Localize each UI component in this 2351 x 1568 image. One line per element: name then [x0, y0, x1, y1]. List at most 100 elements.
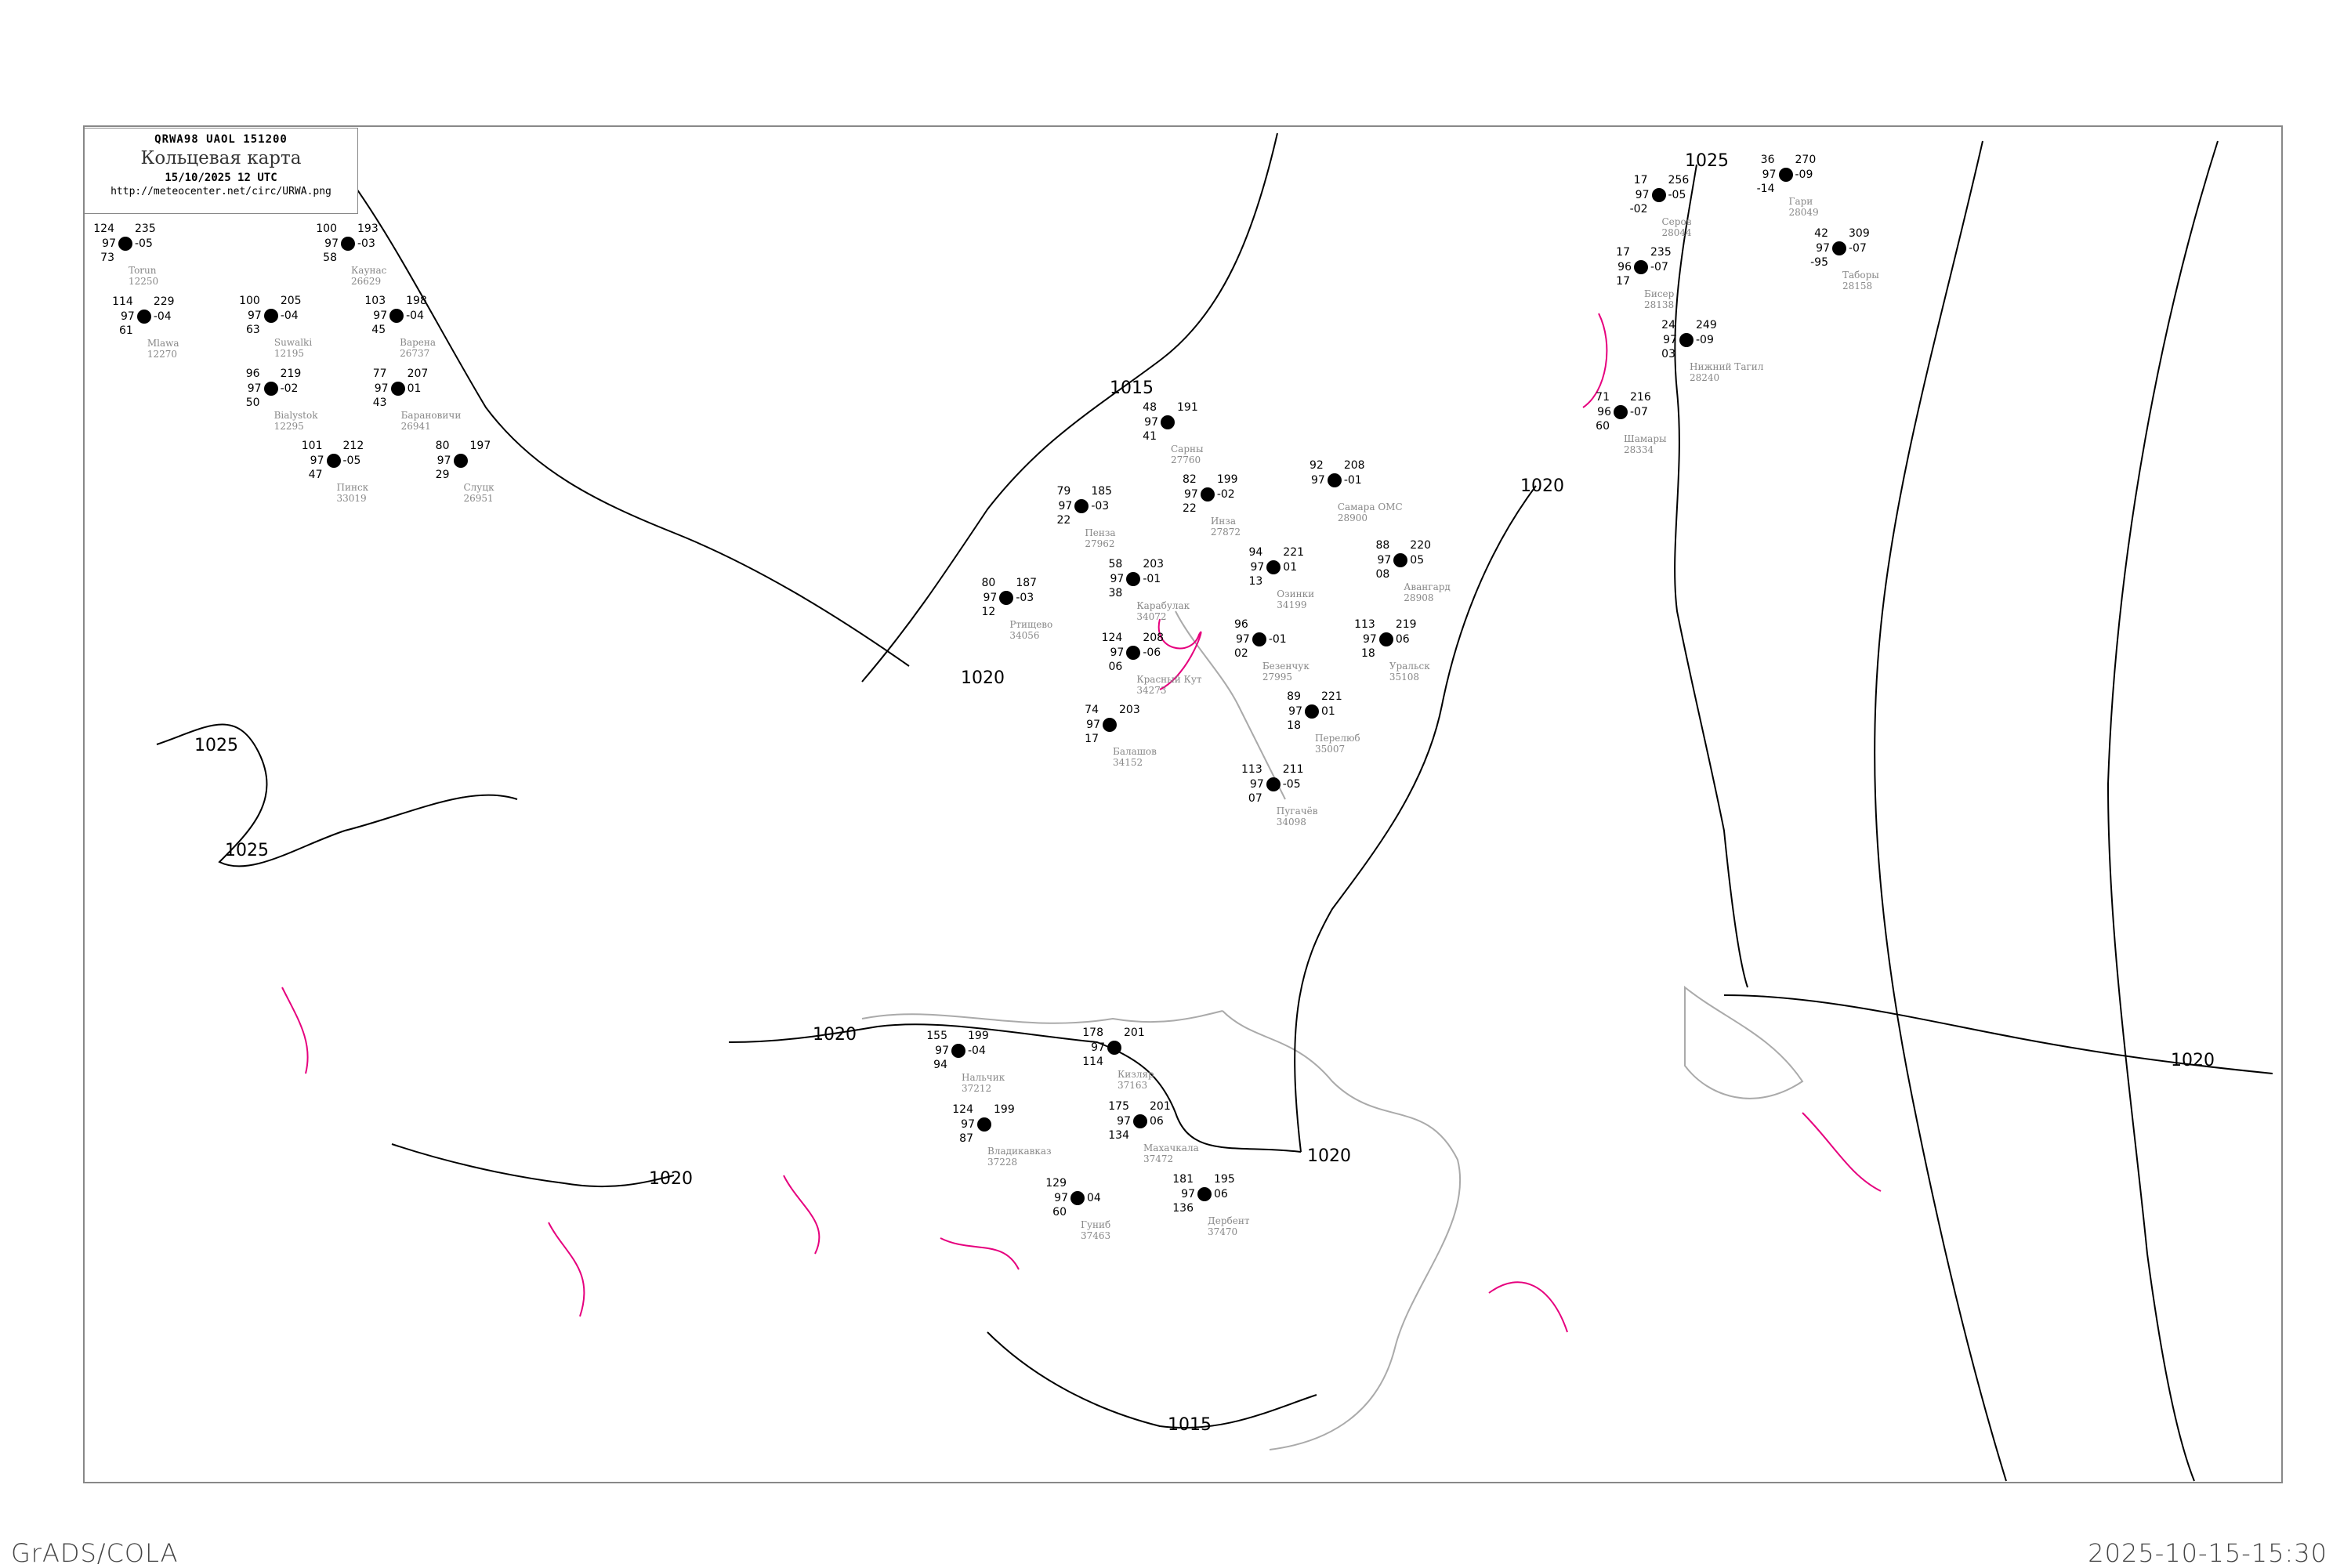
station-index: 28158	[1842, 281, 1873, 292]
visibility: 97	[1311, 474, 1325, 487]
footer-software: GrADS/COLA	[11, 1538, 179, 1568]
pressure-tendency: -07	[1849, 242, 1867, 255]
station-circle-icon	[1103, 718, 1117, 733]
station-name: Барановичи	[400, 409, 462, 421]
station-name: Кизляр	[1118, 1069, 1154, 1081]
temperature: 96	[245, 367, 260, 380]
dewpoint: 18	[1287, 719, 1301, 733]
station-circle-icon	[389, 309, 404, 324]
station-index: 35007	[1315, 744, 1346, 755]
temperature: 113	[1241, 762, 1262, 776]
visibility: 97	[121, 310, 135, 323]
station-name: Гари	[1788, 196, 1813, 207]
pressure: 208	[1143, 631, 1165, 644]
visibility: 97	[102, 237, 116, 250]
pressure-tendency: -04	[153, 310, 172, 323]
station-name: Шамары	[1624, 433, 1667, 444]
dewpoint: 03	[1661, 347, 1675, 360]
isobar-label: 1020	[2171, 1051, 2215, 1070]
station-circle-icon	[1378, 632, 1393, 646]
pressure-tendency: -07	[1630, 405, 1648, 418]
isobar-label: 1020	[813, 1025, 857, 1045]
station-index: 27872	[1210, 527, 1241, 538]
visibility: 97	[437, 454, 451, 468]
station-index: 28900	[1337, 512, 1368, 524]
station-name: Бисер	[1644, 288, 1675, 300]
temperature: 17	[1616, 246, 1630, 259]
isobar-label: 1020	[961, 668, 1005, 688]
temperature: 155	[926, 1030, 947, 1043]
pressure: 211	[1282, 762, 1304, 776]
isotherms	[281, 313, 1882, 1333]
visibility: 97	[1362, 632, 1377, 646]
station-index: 35108	[1389, 671, 1419, 683]
visibility: 97	[961, 1118, 975, 1132]
station-name: Нижний Тагил	[1690, 360, 1764, 372]
visibility: 97	[1110, 572, 1125, 585]
station-name: Уральск	[1389, 660, 1430, 672]
isobar-label: 1025	[225, 841, 269, 860]
station-index: 37472	[1143, 1153, 1174, 1165]
visibility: 96	[1597, 405, 1611, 418]
station-index: 34056	[1009, 630, 1040, 642]
station-index: 37228	[987, 1157, 1018, 1168]
dewpoint: 60	[1596, 419, 1610, 433]
station-name: Suwalki	[273, 337, 313, 349]
station-index: 26941	[400, 420, 431, 432]
pressure-tendency: -01	[1268, 632, 1287, 646]
visibility: 97	[1184, 488, 1198, 502]
pressure: 309	[1849, 227, 1870, 240]
station-circle-icon	[1126, 571, 1141, 586]
station-name: Torun	[129, 265, 157, 276]
station-circle-icon	[1200, 487, 1215, 502]
temperature: 113	[1354, 617, 1375, 631]
source-url[interactable]: http://meteocenter.net/circ/URWA.png	[110, 186, 331, 197]
visibility: 97	[1144, 416, 1158, 429]
station-index: 34098	[1276, 816, 1306, 827]
station-name: Дербент	[1208, 1215, 1250, 1226]
temperature: 58	[1108, 557, 1123, 570]
footer-timestamp: 2025-10-15-15:30	[2088, 1538, 2327, 1568]
dewpoint: 22	[1056, 514, 1071, 527]
station-name: Озинки	[1277, 588, 1315, 599]
station-index: 33019	[336, 492, 367, 504]
station-name: Авангард	[1404, 581, 1451, 592]
station-index: 26951	[463, 493, 494, 505]
station-name: Владикавказ	[987, 1146, 1052, 1157]
isobar-label: 1025	[194, 736, 238, 755]
station-name: Инза	[1210, 516, 1237, 527]
dewpoint: 22	[1183, 502, 1197, 516]
station-circle-icon	[341, 237, 355, 251]
dewpoint: 17	[1085, 733, 1099, 746]
temperature: 77	[372, 367, 387, 380]
station-circle-icon	[1393, 552, 1408, 567]
station-circle-icon	[1832, 241, 1846, 255]
pressure-tendency: -03	[357, 237, 375, 250]
isobar-labels: 1025102510251020102010201020102010151015…	[194, 151, 2215, 1435]
pressure-tendency: -09	[1696, 333, 1714, 346]
pressure: 229	[153, 295, 175, 308]
station-index: 34199	[1277, 599, 1307, 610]
pressure-tendency: -01	[1143, 572, 1161, 585]
station-circle-icon	[977, 1117, 991, 1132]
pressure: 201	[1124, 1027, 1145, 1040]
station-circle-icon	[326, 453, 341, 468]
bulletin-code: QRWA98 UAOL 151200	[154, 133, 288, 146]
dewpoint: 07	[1248, 791, 1262, 805]
station-name: Нальчик	[962, 1072, 1005, 1084]
station-circle-icon	[263, 309, 278, 324]
dewpoint: -95	[1810, 256, 1828, 269]
isobar-label: 1015	[1168, 1415, 1212, 1435]
pressure-tendency: -02	[280, 382, 299, 395]
dewpoint: 47	[308, 468, 323, 481]
temperature: 80	[981, 577, 996, 590]
station-circle-icon	[1266, 777, 1281, 791]
temperature: 178	[1082, 1027, 1103, 1040]
map-date: 15/10/2025 12 UTC	[165, 172, 277, 184]
pressure: 193	[357, 223, 379, 235]
dewpoint: 29	[435, 469, 450, 482]
station-circle-icon	[263, 381, 278, 396]
isobar-label: 1020	[649, 1169, 693, 1189]
temperature: 80	[435, 440, 450, 453]
